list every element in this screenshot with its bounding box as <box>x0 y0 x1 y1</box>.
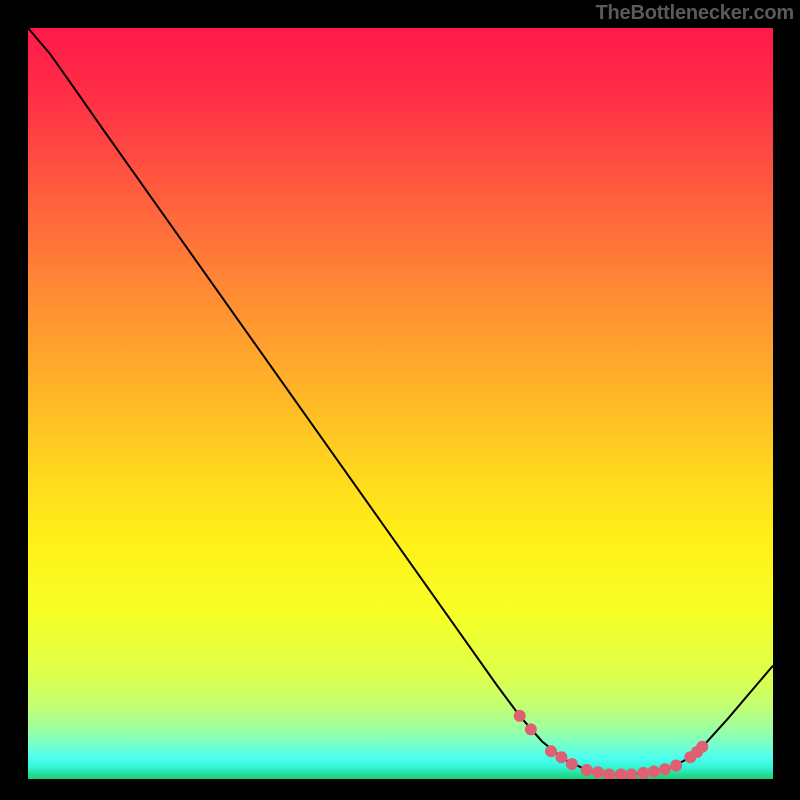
marker-point <box>697 741 708 752</box>
marker-point <box>581 764 592 775</box>
marker-point <box>514 710 525 721</box>
marker-point <box>556 752 567 763</box>
attribution-text: TheBottlenecker.com <box>596 2 795 25</box>
chart-plot-area <box>28 28 773 779</box>
marker-point <box>566 758 577 769</box>
marker-point <box>545 746 556 757</box>
marker-point <box>525 724 536 735</box>
marker-point <box>592 767 603 778</box>
marker-point <box>604 769 615 779</box>
chart-background <box>28 28 773 779</box>
marker-point <box>671 760 682 771</box>
marker-point <box>626 769 637 779</box>
marker-point <box>659 764 670 775</box>
marker-point <box>616 769 627 779</box>
marker-point <box>638 767 649 778</box>
marker-point <box>648 766 659 777</box>
